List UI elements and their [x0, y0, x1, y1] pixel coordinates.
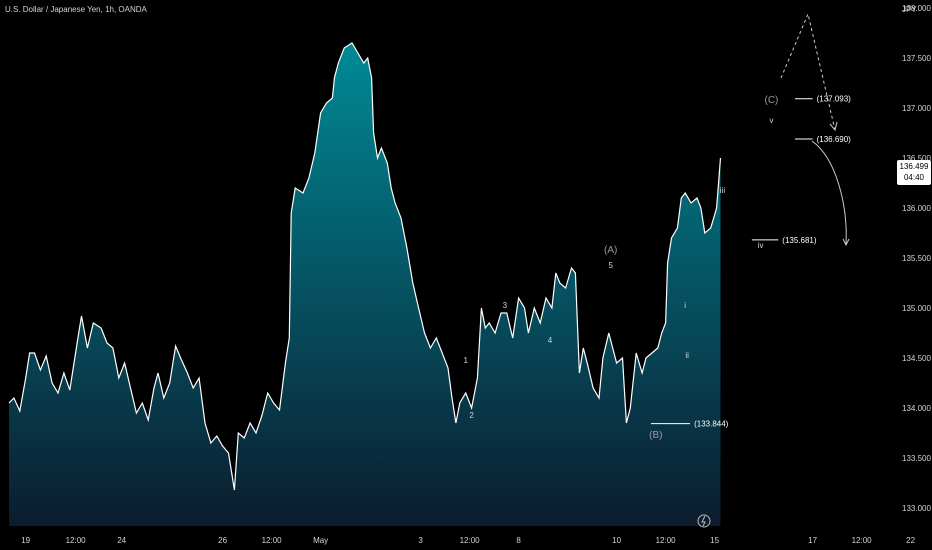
- price-level-label: (136.690): [817, 135, 852, 144]
- wave-label: (A): [604, 245, 617, 256]
- projection-down-path: [811, 140, 847, 246]
- projection-up-path: [780, 12, 836, 131]
- chart-title: U.S. Dollar / Japanese Yen, 1h, OANDA: [5, 5, 147, 14]
- x-tick-label: 19: [21, 536, 30, 545]
- y-tick-label: 136.000: [902, 204, 931, 213]
- x-tick-label: 12:00: [262, 536, 283, 545]
- wave-label: 4: [548, 336, 553, 345]
- y-tick-label: 137.000: [902, 104, 931, 113]
- x-tick-label: 12:00: [460, 536, 481, 545]
- projection-layer: [780, 12, 850, 247]
- projection-up-arrowhead: [829, 121, 838, 132]
- current-price-value: 136.499: [899, 162, 929, 171]
- x-tick-label: 8: [516, 536, 521, 545]
- x-tick-label: 15: [710, 536, 719, 545]
- x-tick-label: 17: [808, 536, 817, 545]
- wave-label: 3: [503, 301, 508, 310]
- wave-label: iii: [720, 186, 726, 195]
- price-level-label: (137.093): [817, 95, 852, 104]
- wave-label: i: [684, 301, 686, 310]
- price-area: [9, 43, 721, 526]
- y-tick-label: 137.500: [902, 54, 931, 63]
- projection-down-arrowhead: [842, 238, 850, 247]
- currency-unit: JPY: [902, 5, 917, 14]
- price-line-layer: [8, 42, 722, 491]
- wave-label: ii: [685, 351, 689, 360]
- x-tick-label: 26: [218, 536, 227, 545]
- x-axis[interactable]: 19 12:00 24 26 12:00 May 3 12:00 8 10 12:00 15 17 12:…: [21, 536, 932, 545]
- wave-label: iv: [758, 241, 764, 250]
- x-tick-label: 12:00: [66, 536, 87, 545]
- price-line: [8, 42, 722, 491]
- y-tick-label: 138.000: [902, 4, 931, 13]
- price-level-label: (133.844): [694, 420, 729, 429]
- y-tick-label: 136.500: [902, 154, 931, 163]
- x-tick-label: 3: [418, 536, 423, 545]
- y-tick-label: 135.000: [902, 304, 931, 313]
- y-tick-label: 133.500: [902, 454, 931, 463]
- wave-label: 2: [469, 411, 474, 420]
- y-tick-label: 133.000: [902, 504, 931, 513]
- wave-label: (C): [764, 95, 778, 106]
- wave-label: (B): [649, 430, 662, 441]
- wave-label: 5: [608, 261, 613, 270]
- x-tick-label: 12:00: [852, 536, 873, 545]
- x-tick-label: May: [313, 536, 328, 545]
- wave-label: v: [769, 116, 773, 125]
- x-tick-label: 24: [117, 536, 126, 545]
- x-tick-label: 22: [906, 536, 915, 545]
- y-tick-label: 134.000: [902, 404, 931, 413]
- current-price-label: 136.499 04:40: [897, 160, 931, 185]
- y-axis[interactable]: 133.000 133.500 134.000 134.500 135.000 135.5…: [902, 4, 931, 513]
- wave-label: 1: [463, 356, 468, 365]
- bar-countdown: 04:40: [903, 173, 925, 182]
- y-tick-label: 135.500: [902, 254, 931, 263]
- price-levels-layer: (133.844) (135.681) (136.690) (137.093): [650, 95, 852, 429]
- price-area-layer: [9, 43, 721, 526]
- price-level-label: (135.681): [782, 236, 817, 245]
- y-tick-label: 134.500: [902, 354, 931, 363]
- x-tick-label: 12:00: [656, 536, 677, 545]
- flash-icon[interactable]: [697, 514, 711, 528]
- x-tick-label: 10: [612, 536, 621, 545]
